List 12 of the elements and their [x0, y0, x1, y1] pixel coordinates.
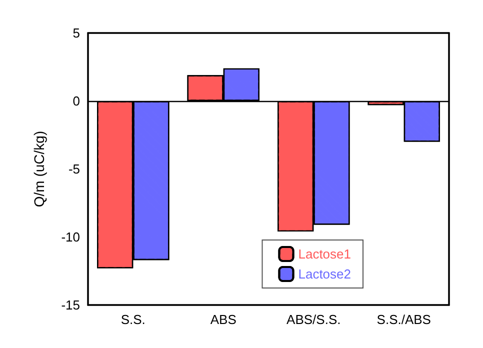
y-tick-label: 5 — [72, 26, 80, 40]
y-axis-title: Q/m (uC/kg) — [31, 130, 47, 208]
legend-label: Lactose1 — [298, 246, 352, 262]
x-tick-label: S.S. — [120, 312, 146, 327]
y-tick-label: 0 — [72, 94, 80, 108]
x-tick-label: ABS/S.S. — [286, 312, 341, 327]
y-tick-label: -5 — [68, 162, 80, 176]
x-tick-label: ABS — [210, 312, 237, 327]
y-tick-label: -15 — [61, 298, 80, 312]
legend-label: Lactose2 — [298, 266, 352, 282]
x-tick-label: S.S./ABS — [376, 312, 432, 327]
y-tick-label: -10 — [61, 230, 80, 244]
